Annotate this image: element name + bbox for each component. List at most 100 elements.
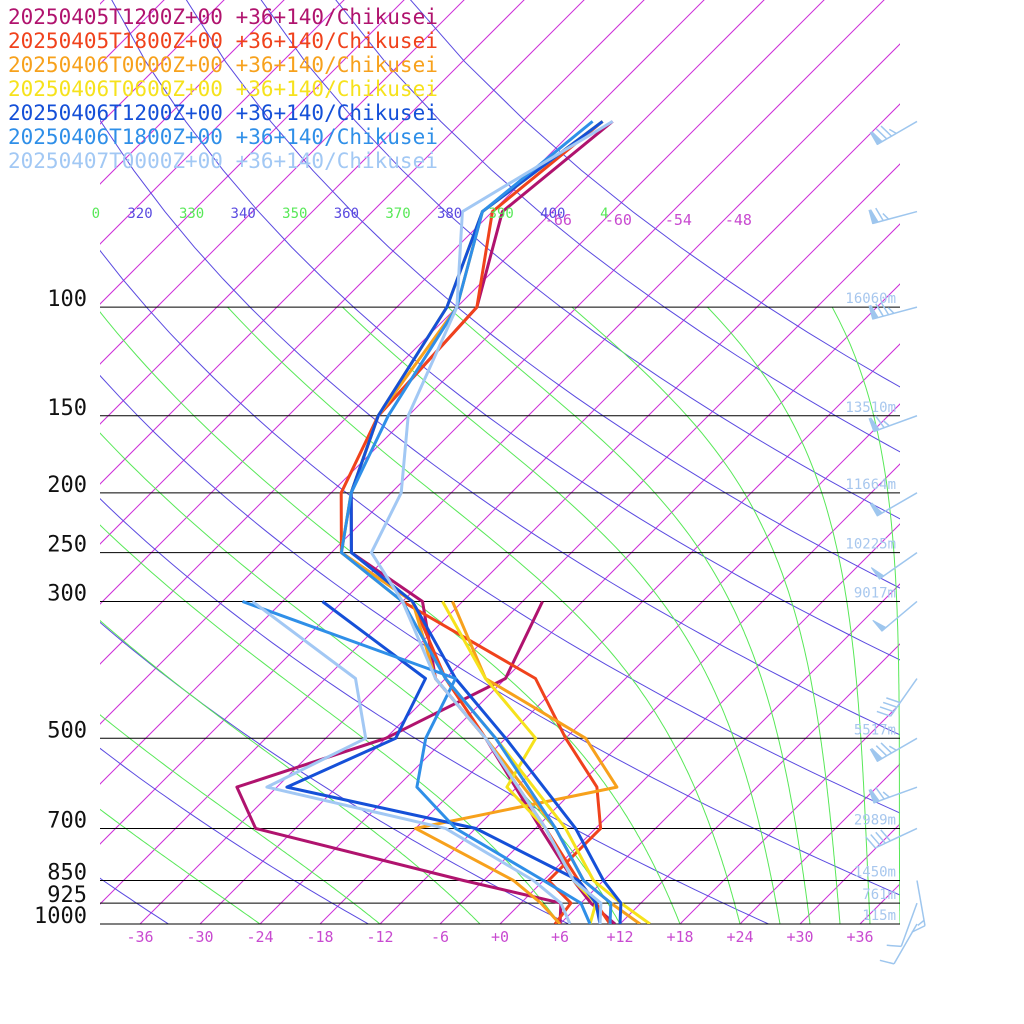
dewpoint-profile xyxy=(401,600,603,924)
wind-barb-feather xyxy=(886,697,901,704)
pressure-label: 150 xyxy=(47,396,87,421)
temperature-tick-label: +0 xyxy=(491,928,509,946)
legend-entry: 20250406T1200Z+00 +36+140/Chikusei xyxy=(8,101,438,125)
wind-barb-feather xyxy=(880,742,893,754)
isotherm-line xyxy=(100,103,900,905)
dewpoint-profile xyxy=(285,600,602,924)
wind-barb xyxy=(886,902,918,948)
wind-barb xyxy=(870,551,918,580)
isotherm-line xyxy=(100,0,465,365)
wind-barb xyxy=(868,301,918,320)
temperature-tick-label: -6 xyxy=(431,928,449,946)
isotherm-label: -60 xyxy=(605,211,632,229)
isotherm-line xyxy=(100,0,405,305)
height-label: 761m xyxy=(862,887,896,903)
isotherm-line xyxy=(259,283,900,924)
wind-barb xyxy=(876,678,918,717)
temperature-tick-label: +12 xyxy=(606,928,633,946)
pressure-label: 250 xyxy=(47,533,87,558)
wind-barb xyxy=(869,120,918,146)
height-labels: 16060m 13510m 11664m 10225m 9017m 5517m 2989m 1… xyxy=(845,291,896,924)
wind-barb-feather xyxy=(911,925,926,933)
theta-label: 330 xyxy=(179,206,204,222)
dry-adiabat-grid xyxy=(100,0,900,924)
wind-barb xyxy=(868,415,918,433)
wind-barb-feather xyxy=(865,836,876,849)
legend-entry: 20250407T0000Z+00 +36+140/Chikusei xyxy=(8,149,438,173)
theta-label: 4 xyxy=(600,206,608,222)
wind-barb-staff xyxy=(916,880,926,926)
isotherm-line xyxy=(100,0,225,125)
isotherm-label: -48 xyxy=(725,211,752,229)
wind-barb xyxy=(865,827,918,849)
height-label: 16060m xyxy=(845,291,896,307)
height-label: 1450m xyxy=(854,864,896,880)
dry-adiabat-line xyxy=(100,249,900,814)
wind-barb-feather xyxy=(887,307,895,314)
wind-barb-feather xyxy=(886,944,902,948)
height-label: 11664m xyxy=(845,477,896,493)
wind-barb-feather xyxy=(869,209,879,223)
temperature-tick-label: +24 xyxy=(726,928,753,946)
isotherm-line xyxy=(100,0,765,665)
temperature-tick-label: -30 xyxy=(186,928,213,946)
temperature-tick-label: -36 xyxy=(126,928,153,946)
theta-label: 350 xyxy=(282,206,307,222)
dry-adiabat-line xyxy=(100,747,370,924)
isotherm-label: -66 xyxy=(545,211,572,229)
temperature-axis: -36 -30 -24 -18 -12 -6 +0 +6 +12 +18 +24 +30 +36 xyxy=(126,928,873,946)
isotherm-line xyxy=(100,0,705,605)
wind-barb-staff xyxy=(876,120,918,146)
isotherm-line xyxy=(199,223,900,924)
height-label: 115m xyxy=(862,908,896,924)
isotherm-line xyxy=(499,523,900,924)
wind-barb-staff xyxy=(900,902,918,947)
wind-barb-feather xyxy=(880,829,891,842)
height-label: 2989m xyxy=(854,812,896,828)
wind-barb-feather xyxy=(880,125,893,137)
isotherm-line xyxy=(139,163,900,924)
isotherm-line xyxy=(100,0,825,725)
pressure-label: 200 xyxy=(47,473,87,498)
wind-barb-feather xyxy=(876,710,891,717)
wind-barb-feather xyxy=(875,831,886,844)
wind-barb-feather xyxy=(869,304,879,319)
wind-barb-pennant xyxy=(870,567,885,580)
wind-barb-feather xyxy=(888,128,897,135)
dry-adiabat-line xyxy=(100,498,770,924)
sounding-profiles xyxy=(235,120,651,924)
isotherm-line xyxy=(619,643,900,924)
wind-barb xyxy=(868,207,918,225)
wind-barb-feather xyxy=(879,706,895,713)
wind-barb-feather xyxy=(882,791,890,798)
dry-adiabat-line xyxy=(185,0,900,589)
wind-barb-feather xyxy=(870,131,883,143)
isotherm-line xyxy=(100,0,285,185)
legend-entry: 20250406T1800Z+00 +36+140/Chikusei xyxy=(8,125,438,149)
isotherm-line xyxy=(439,463,900,924)
legend-entry: 20250405T1200Z+00 +36+140/Chikusei xyxy=(8,5,438,29)
wind-barb-feather xyxy=(882,701,898,708)
wind-barbs xyxy=(865,120,926,965)
isotherm-line xyxy=(319,343,900,924)
legend-entry: 20250406T0000Z+00 +36+140/Chikusei xyxy=(8,53,438,77)
temperature-tick-label: +36 xyxy=(846,928,873,946)
temperature-tick-label: -18 xyxy=(306,928,333,946)
theta-labels: 0 320 330 340 350 360 370 380 390 400 4 xyxy=(92,206,609,222)
theta-label: 400 xyxy=(540,206,565,222)
dry-adiabat-line xyxy=(260,0,900,520)
dry-adiabat-line xyxy=(100,119,900,736)
wind-barb-feather xyxy=(875,303,884,317)
isotherm-label: -54 xyxy=(665,211,692,229)
wind-barb-feather xyxy=(874,415,885,429)
pressure-label: 100 xyxy=(47,287,87,312)
dry-adiabat-line xyxy=(100,877,170,924)
temperature-tick-label: -24 xyxy=(246,928,273,946)
wind-barb-staff xyxy=(890,678,918,717)
wind-barb-staff xyxy=(876,737,918,762)
theta-label: 370 xyxy=(385,206,410,222)
wind-barb-staff xyxy=(872,210,918,225)
height-label: 13510m xyxy=(845,400,896,416)
dry-adiabat-line xyxy=(100,374,900,896)
